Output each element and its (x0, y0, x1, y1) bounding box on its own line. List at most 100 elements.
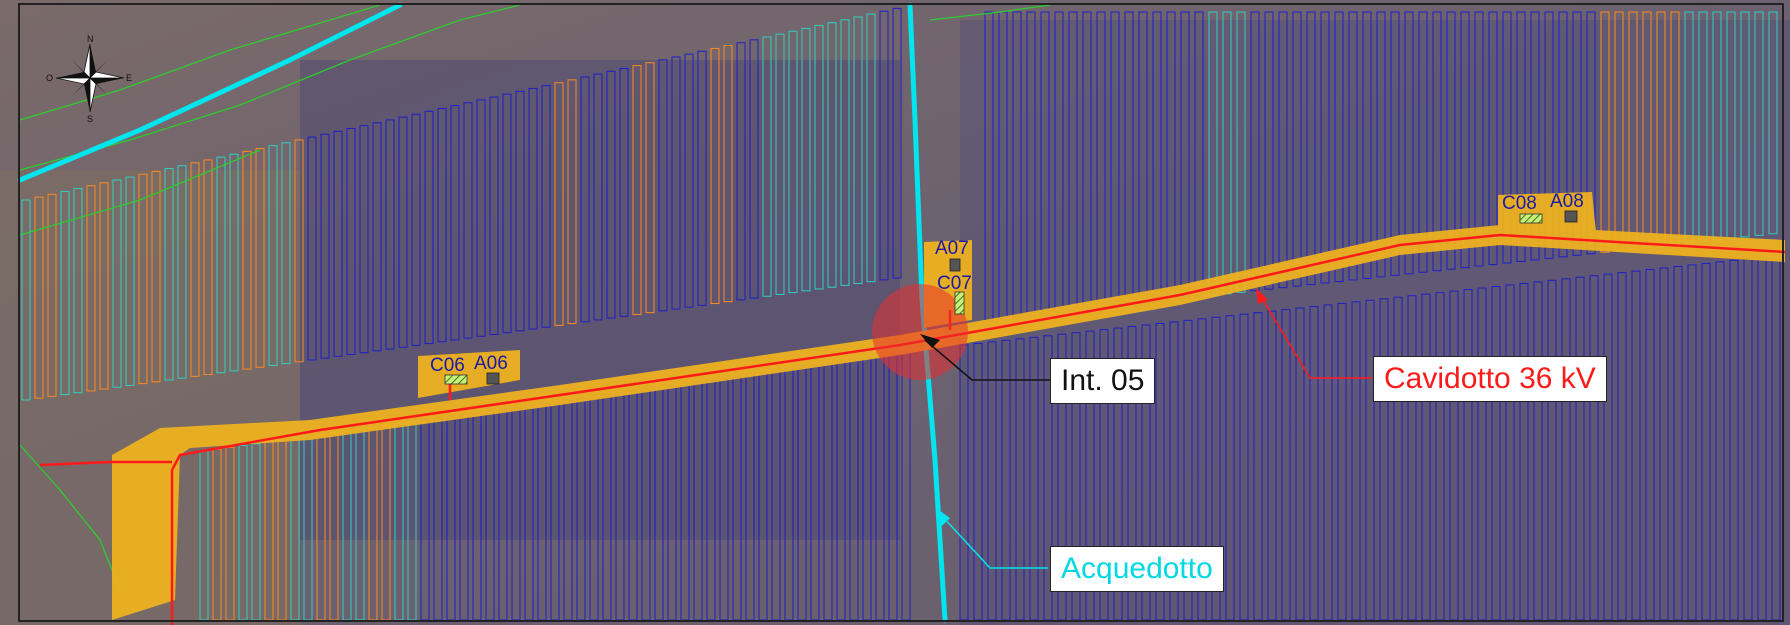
pv-panel-row (1768, 11, 1778, 235)
pv-panel-row (1460, 11, 1470, 269)
pv-panel-row (359, 125, 369, 354)
pv-panel-row (47, 193, 57, 397)
cabin-label-a06: A06 (474, 353, 508, 374)
pv-panel-row (528, 87, 538, 330)
terrain-dark-field (300, 60, 900, 540)
callout-cable[interactable]: Cavidotto 36 kV (1373, 356, 1607, 402)
pv-panel-row (1320, 11, 1330, 284)
pv-panel-row (606, 70, 616, 319)
pv-panel-row (1544, 11, 1554, 259)
pv-panel-row (658, 59, 668, 312)
pv-panel-row (515, 90, 525, 332)
pv-panel-row (1376, 11, 1386, 278)
pv-panel-row (138, 173, 148, 385)
pv-panel-row (502, 93, 512, 334)
pv-panel-row (73, 188, 83, 394)
pv-panel-row (892, 7, 902, 279)
pv-panel-row (411, 113, 421, 346)
cabin-label-c08: C08 (1502, 193, 1537, 214)
pv-panel-row (398, 116, 408, 348)
pv-panel-row (879, 10, 889, 281)
pv-panel-row (1516, 11, 1526, 262)
pv-panel-row (827, 22, 837, 288)
pv-panel-row (645, 62, 655, 314)
pv-panel-row (281, 142, 291, 365)
cabin-c07-marker[interactable] (954, 291, 965, 315)
pv-panel-row (1558, 11, 1568, 258)
pv-panel-row (476, 99, 486, 337)
pv-panel-row (86, 185, 96, 392)
pv-panel-row (255, 148, 265, 368)
pv-panel-row (1600, 11, 1610, 253)
callout-intersection[interactable]: Int. 05 (1050, 358, 1156, 404)
pv-panel-row (1488, 11, 1498, 266)
pv-panel-row (567, 79, 577, 325)
pv-panel-row (242, 150, 252, 370)
pv-panel-row (34, 196, 44, 399)
pv-panel-row (697, 50, 707, 306)
compass-north: N (87, 34, 94, 44)
pv-panel-row (268, 145, 278, 366)
pv-panel-row (1572, 11, 1582, 256)
pv-panel-row (580, 76, 590, 323)
pv-panel-row (1348, 11, 1358, 281)
map-frame (18, 3, 1784, 622)
pv-panel-row (450, 105, 460, 341)
pv-panel-row (1432, 11, 1442, 272)
pv-panel-row (346, 128, 356, 355)
pv-panel-row (853, 16, 863, 285)
pv-panel-row (1530, 11, 1540, 261)
pv-panel-row (541, 85, 551, 328)
terrain-field-right (960, 20, 1790, 625)
intersection-circle[interactable] (872, 284, 968, 380)
cabin-c06-marker[interactable] (444, 374, 468, 385)
pv-panel-row (723, 45, 733, 303)
pv-panel-row (762, 36, 772, 297)
pv-panel-row (333, 130, 343, 357)
cabin-label-c07: C07 (937, 273, 972, 294)
pv-panel-row (125, 176, 135, 386)
cabin-markers (444, 210, 1578, 385)
pv-panel-row (1754, 11, 1764, 236)
cabin-a06-marker[interactable] (486, 372, 500, 385)
pv-panel-row (1264, 11, 1274, 290)
pv-panel-row (1446, 11, 1456, 270)
pv-panel-row (1474, 11, 1484, 267)
compass-east: E (126, 73, 132, 83)
callout-aqueduct[interactable]: Acquedotto (1050, 546, 1224, 592)
pv-panel-row (99, 182, 109, 390)
pv-panel-row (437, 107, 447, 343)
pv-panel-row (840, 19, 850, 286)
pv-panel-row (788, 30, 798, 294)
pv-panel-row (749, 39, 759, 299)
pv-panel-row (1278, 11, 1288, 289)
compass-rose: N S E O (46, 34, 132, 124)
cabin-c08-marker[interactable] (1519, 213, 1543, 224)
pv-panel-row (203, 159, 213, 376)
pv-panel-row (307, 136, 317, 361)
pv-panel-row (593, 73, 603, 321)
pv-panel-row (775, 33, 785, 295)
pv-panel-row (710, 47, 720, 305)
boundary-lines (19, 4, 1051, 591)
pv-panel-row (229, 153, 239, 372)
callout-leaders (920, 288, 1372, 569)
pv-panel-row (684, 53, 694, 308)
cabin-a07-marker[interactable] (949, 258, 961, 272)
pv-panel-row (801, 27, 811, 292)
cabin-label-a08: A08 (1550, 191, 1584, 212)
pv-panel-row (1306, 11, 1316, 286)
pv-panel-row (1250, 11, 1260, 292)
cabin-a08-marker[interactable] (1564, 210, 1578, 223)
pv-panel-row (177, 165, 187, 379)
pv-panel-row (554, 82, 564, 326)
compass-west: O (46, 73, 53, 83)
pv-panel-row (372, 122, 382, 352)
pv-panel-row (1362, 11, 1372, 279)
pv-panel-row (619, 67, 629, 317)
pv-panel-row (1404, 11, 1414, 275)
pv-panel-row (1586, 11, 1596, 255)
pv-panel-row (671, 56, 681, 310)
pv-panel-row (60, 190, 70, 396)
